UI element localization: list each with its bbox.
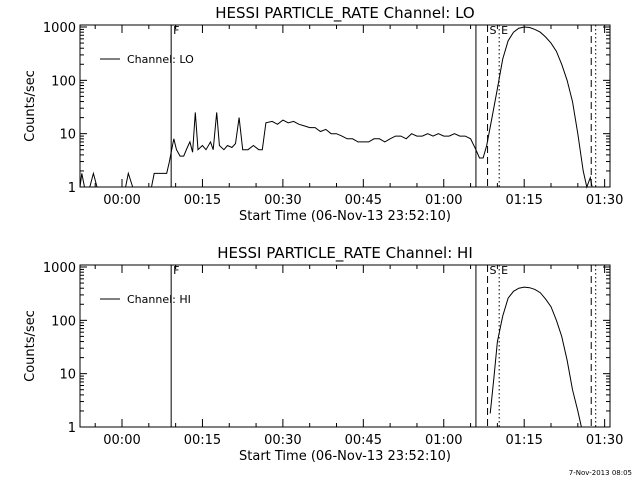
x-tick-label: 00:45 <box>345 193 382 208</box>
event-marker-label: E <box>501 24 508 37</box>
event-marker-label: E <box>501 264 508 277</box>
event-marker-label: F <box>173 264 179 277</box>
x-tick-label: 00:30 <box>264 193 301 208</box>
chart-title: HESSI PARTICLE_RATE Channel: LO <box>215 4 474 23</box>
x-tick-label: 01:00 <box>425 433 462 448</box>
x-tick-label: 00:00 <box>103 193 140 208</box>
y-tick-label: 10 <box>59 368 76 383</box>
x-tick-label: 00:15 <box>184 433 221 448</box>
y-tick-label: 100 <box>51 74 76 89</box>
plot-frame <box>79 24 611 188</box>
y-tick-label: 1 <box>68 181 76 196</box>
y-tick-label: 1000 <box>43 261 76 276</box>
event-marker-label: S <box>490 24 497 37</box>
chart-panel-0: HESSI PARTICLE_RATE Channel: LO 1 10 100 100… <box>23 4 623 224</box>
event-marker-label: S <box>490 264 497 277</box>
chart-panel-1: HESSI PARTICLE_RATE Channel: HI 1 10 100 100… <box>23 244 623 464</box>
x-tick-label: 00:45 <box>345 433 382 448</box>
legend-label: Channel: LO <box>127 53 194 66</box>
x-tick-label: 01:30 <box>586 193 623 208</box>
series-line <box>489 286 582 428</box>
series-line <box>79 26 593 189</box>
y-axis-label: Counts/sec <box>23 70 38 142</box>
x-tick-label: 01:15 <box>505 193 542 208</box>
x-axis-label: Start Time (06-Nov-13 23:52:10) <box>239 449 451 464</box>
x-tick-label: 01:00 <box>425 193 462 208</box>
x-tick-label: 00:30 <box>264 433 301 448</box>
y-tick-label: 100 <box>51 314 76 329</box>
plot-frame <box>79 264 611 428</box>
chart-title: HESSI PARTICLE_RATE Channel: HI <box>217 244 473 263</box>
x-tick-label: 00:00 <box>103 433 140 448</box>
y-tick-label: 1000 <box>43 21 76 36</box>
legend-label: Channel: HI <box>127 293 191 306</box>
y-tick-label: 10 <box>59 128 76 143</box>
event-marker-label: F <box>173 24 179 37</box>
x-tick-label: 00:15 <box>184 193 221 208</box>
footer-timestamp: 7-Nov-2013 08:05 <box>568 469 632 477</box>
y-axis-label: Counts/sec <box>23 310 38 382</box>
x-tick-label: 01:15 <box>505 433 542 448</box>
x-tick-label: 01:30 <box>586 433 623 448</box>
x-axis-label: Start Time (06-Nov-13 23:52:10) <box>239 209 451 224</box>
y-tick-label: 1 <box>68 421 76 436</box>
